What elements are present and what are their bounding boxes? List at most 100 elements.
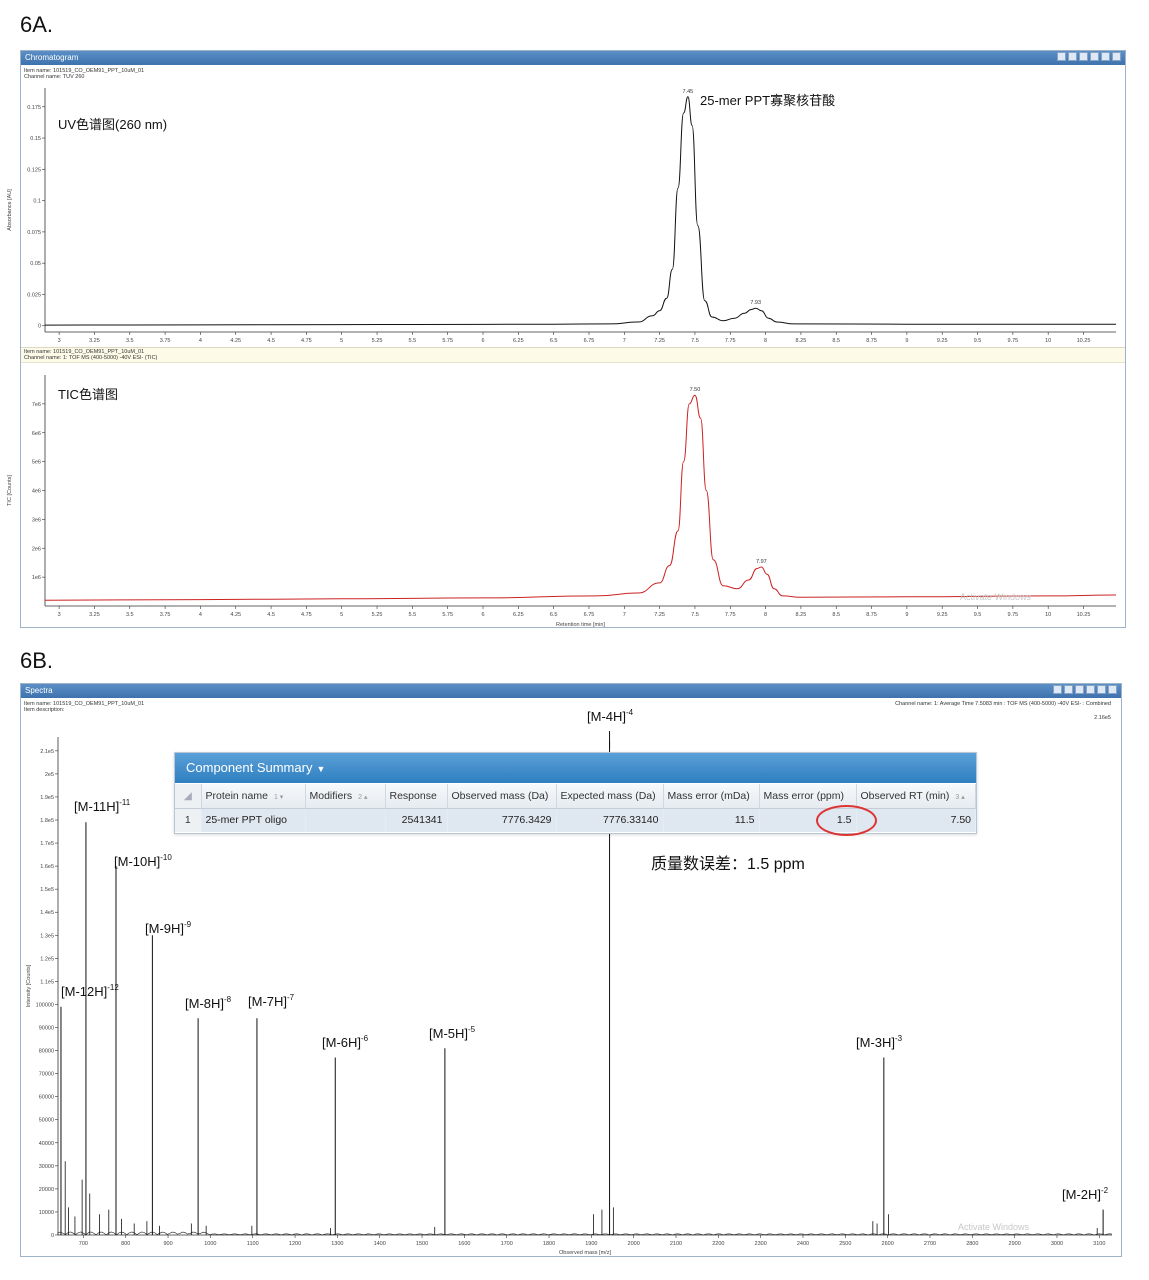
tic-annotation-title: TIC色谱图 (58, 387, 118, 402)
column-label: Protein name (205, 789, 268, 802)
ion-label-text: [M-4H] (587, 709, 626, 724)
ion-label-text: [M-2H] (1062, 1187, 1101, 1202)
column-header-mass-error-mda[interactable]: Mass error (mDa) (663, 784, 760, 809)
ion-label: [M-2H]-2 (1062, 1186, 1108, 1202)
row-header-corner: ◢ (175, 784, 202, 809)
layout-icon[interactable] (1090, 52, 1099, 61)
uv-item-name: Item name: 101519_CO_OEM91_PPT_10uM_01 (24, 68, 145, 74)
watermark-a: Activate Windows (960, 592, 1032, 602)
mass-error-highlight-circle (816, 805, 877, 836)
cell-modifiers (305, 808, 386, 832)
spectra-window-title: Spectra (25, 686, 53, 695)
uv-peak-annotation: 25-mer PPT寡聚核苷酸 (700, 93, 836, 108)
tic-y-axis-label: TIC [Counts] (7, 475, 13, 506)
ion-label-text: [M-6H] (322, 1035, 361, 1050)
tic-header-bar (21, 347, 1125, 363)
ion-label-text: [M-8H] (185, 996, 224, 1011)
copy-icon[interactable] (1068, 52, 1077, 61)
uv-y-axis-label: Absorbance [AU] (7, 189, 13, 231)
pin-icon[interactable] (1097, 685, 1106, 694)
tic-channel-name: Channel name: 1: TOF MS (400-5000) -40V … (24, 355, 158, 361)
column-label: Observed mass (Da) (451, 789, 549, 802)
cell-expected-mass: 7776.33140 (556, 808, 664, 832)
ion-label: [M-7H]-7 (248, 993, 294, 1009)
chevron-down-icon[interactable]: ▼ (316, 764, 326, 774)
tic-item-name: Item name: 101519_CO_OEM91_PPT_10uM_01 (24, 349, 145, 355)
ion-charge: -12 (107, 983, 119, 992)
ion-charge: -5 (468, 1025, 476, 1034)
sort-icon[interactable]: 2 ▴ (358, 793, 368, 801)
sort-icon[interactable]: 1 ▾ (273, 793, 284, 801)
maximize-icon[interactable] (1112, 52, 1121, 61)
spectra-channel-name: Channel name: 1: Average Time 7.5083 min… (895, 701, 1111, 707)
print-icon[interactable] (1075, 685, 1084, 694)
ion-charge: -10 (160, 853, 172, 862)
column-header-protein-name[interactable]: Protein name 1 ▾ (201, 784, 306, 809)
ion-charge: -7 (287, 993, 295, 1002)
figure-label-6a: 6A. (20, 12, 54, 37)
column-label: Modifiers (309, 789, 353, 802)
chromatogram-window: Chromatogram Item name: 101519_CO_OEM91_… (20, 50, 1126, 628)
ion-charge: -8 (224, 995, 232, 1004)
ion-label: [M-11H]-11 (74, 798, 130, 814)
ion-label-text: [M-11H] (74, 799, 120, 814)
ion-charge: -11 (119, 798, 131, 807)
ion-label-text: [M-5H] (429, 1026, 468, 1041)
spectra-titlebar: Spectra (21, 684, 1121, 698)
column-header-expected-mass[interactable]: Expected mass (Da) (556, 784, 664, 809)
layout-icon[interactable] (1086, 685, 1095, 694)
ion-charge: -6 (361, 1034, 369, 1043)
column-label: Expected mass (Da) (560, 789, 656, 802)
ion-charge: -4 (626, 708, 634, 717)
column-label: Observed RT (min) (860, 789, 950, 802)
ion-label: [M-9H]-9 (145, 920, 191, 936)
cell-mass-error-mda: 11.5 (663, 808, 760, 832)
watermark-b: Activate Windows (958, 1222, 1030, 1232)
ion-label-text: [M-3H] (856, 1035, 895, 1050)
column-header-modifiers[interactable]: Modifiers 2 ▴ (305, 784, 386, 809)
table-header-row: ◢ Protein name 1 ▾ Modifiers 2 ▴ Response … (175, 784, 976, 809)
column-header-observed-rt[interactable]: Observed RT (min) 3 ▴ (856, 784, 976, 809)
ion-label: [M-10H]-10 (114, 853, 172, 869)
cell-response: 2541341 (385, 808, 448, 832)
ion-label: [M-3H]-3 (856, 1034, 902, 1050)
spectra-item-description: Item description: (24, 707, 65, 713)
table-row[interactable]: 1 25-mer PPT oligo 2541341 7776.3429 777… (175, 808, 976, 832)
ion-label-text: [M-9H] (145, 921, 184, 936)
print-icon[interactable] (1079, 52, 1088, 61)
row-index: 1 (175, 808, 202, 832)
spectra-top-value: 2.16e5 (1094, 715, 1111, 721)
ion-label-text: [M-12H] (61, 984, 108, 999)
spectra-item-name: Item name: 101519_CO_OEM91_PPT_10uM_01 (24, 701, 145, 707)
mass-error-note: 质量数误差：1.5 ppm (651, 856, 805, 873)
ion-label: [M-12H]-12 (61, 983, 119, 999)
cell-protein-name: 25-mer PPT oligo (201, 808, 306, 832)
ion-label: [M-6H]-6 (322, 1034, 368, 1050)
sort-icon[interactable]: 3 ▴ (955, 793, 965, 801)
ion-label: [M-4H]-4 (587, 708, 633, 724)
ion-charge: -3 (895, 1034, 903, 1043)
pin-icon[interactable] (1101, 52, 1110, 61)
ion-label: [M-5H]-5 (429, 1025, 475, 1041)
spectra-meta: Item name: 101519_CO_OEM91_PPT_10uM_01 I… (24, 701, 144, 713)
uv-annotation-title: UV色谱图(260 nm) (58, 117, 168, 132)
tic-meta: Item name: 101519_CO_OEM91_PPT_10uM_01 C… (24, 349, 157, 361)
window-toolbar (1057, 52, 1121, 61)
ion-charge: -2 (1101, 1186, 1109, 1195)
ion-label: [M-8H]-8 (185, 995, 231, 1011)
ion-label-text: [M-10H] (114, 854, 161, 869)
column-header-mass-error-ppm[interactable]: Mass error (ppm) (759, 784, 857, 809)
column-header-observed-mass[interactable]: Observed mass (Da) (447, 784, 557, 809)
ion-charge: -9 (184, 920, 192, 929)
column-label: Mass error (mDa) (667, 789, 750, 802)
component-summary-panel: Component Summary ▼ ◢ Protein name 1 ▾ Mod… (174, 752, 977, 834)
zoom-icon[interactable] (1057, 52, 1066, 61)
maximize-icon[interactable] (1108, 685, 1117, 694)
chromatogram-titlebar: Chromatogram (21, 51, 1125, 65)
column-header-response[interactable]: Response (385, 784, 448, 809)
zoom-icon[interactable] (1053, 685, 1062, 694)
component-summary-table: ◢ Protein name 1 ▾ Modifiers 2 ▴ Response … (175, 784, 976, 832)
copy-icon[interactable] (1064, 685, 1073, 694)
component-summary-header[interactable]: Component Summary ▼ (175, 753, 976, 783)
uv-channel-name: Channel name: TUV 260 (24, 74, 85, 80)
